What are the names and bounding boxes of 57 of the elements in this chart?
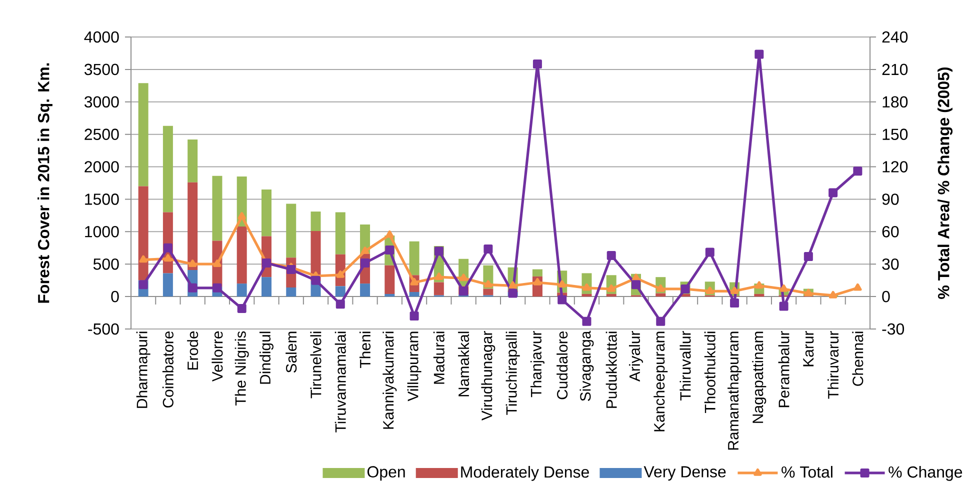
x-tick-label: Dindigul [259, 332, 274, 384]
x-tick-label: Karur [803, 331, 814, 366]
x-tick-label: Perambalur [778, 331, 790, 408]
x-tick-label: Cuddalore [556, 331, 568, 400]
x-tick-label: Salem [286, 332, 297, 373]
x-tick-label: Kancheepuram [654, 332, 668, 432]
x-tick-label: Pudukkottai [606, 332, 617, 408]
x-tick-label: Chennai [852, 332, 864, 386]
y-tick-label: 2500 [84, 128, 119, 140]
y2-tick-label: 90 [882, 194, 899, 205]
x-tick-label: Dharmapuri [136, 332, 150, 408]
x-tick-label: Vellorre [212, 331, 223, 382]
y2-tick-label: 0 [882, 290, 890, 302]
y2-tick-label: 30 [882, 258, 899, 270]
legend-label: % Change [888, 466, 962, 481]
y-tick-label: 1000 [85, 226, 119, 238]
y-tick-label: 3000 [84, 96, 119, 108]
x-tick-label: Nagapattinam [752, 332, 766, 423]
y-tick-label: 500 [93, 258, 119, 270]
y2-tick-label: -30 [882, 323, 904, 335]
y-tick-label: 1500 [85, 194, 119, 205]
x-tick-label: Villupuram [407, 332, 422, 402]
x-tick-label: Thoothukudi [704, 332, 716, 413]
x-tick-label: Kanniyakumari [382, 332, 397, 429]
x-tick-label: Tiruvannamalai [334, 332, 346, 432]
x-tick-label: Sivaganga [580, 330, 594, 401]
y2-tick-label: 120 [882, 161, 908, 172]
x-tick-label: Theni [360, 332, 371, 368]
x-tick-label: Namakkal [458, 332, 470, 396]
y-tick-label: 4000 [84, 31, 119, 43]
x-tick-label: The Nilgiris [234, 331, 249, 406]
x-tick-label: Virudhunagar [481, 331, 496, 420]
y2-tick-label: 150 [882, 128, 908, 140]
y-tick-label: 0 [111, 290, 119, 302]
x-tick-label: Ariyalur [629, 331, 643, 382]
legend-label: Open [367, 466, 405, 481]
x-tick-label: Tiruchirapalli [506, 332, 520, 415]
x-tick-label: Thiruvarur [828, 331, 839, 399]
legend-label: % Total [782, 466, 832, 478]
y2-axis-title: % Total Area/ % Change (2005) [938, 68, 953, 299]
y2-tick-label: 180 [882, 96, 908, 108]
x-tick-label: Thiruvallur [680, 331, 691, 400]
y2-tick-label: 210 [882, 64, 908, 76]
x-tick-label: Coimbatore [162, 331, 174, 408]
y-tick-label: 3500 [84, 64, 119, 76]
y-tick-label: -500 [88, 323, 119, 335]
y2-tick-label: 240 [882, 31, 908, 43]
y-axis-title: Forest Cover in 2015 in Sq. Km. [38, 63, 52, 303]
y-tick-label: 2000 [84, 161, 119, 172]
x-tick-label: Madurai [433, 332, 444, 384]
x-tick-label: Ramanathapuram [728, 332, 742, 450]
y2-tick-label: 60 [882, 226, 899, 238]
x-tick-label: Tirunelveli [310, 332, 322, 398]
legend-label: Moderately Dense [461, 466, 589, 481]
x-tick-label: Erode [187, 331, 198, 370]
legend-label: Very Dense [644, 466, 726, 481]
x-tick-label: Thanjavur [530, 331, 544, 398]
